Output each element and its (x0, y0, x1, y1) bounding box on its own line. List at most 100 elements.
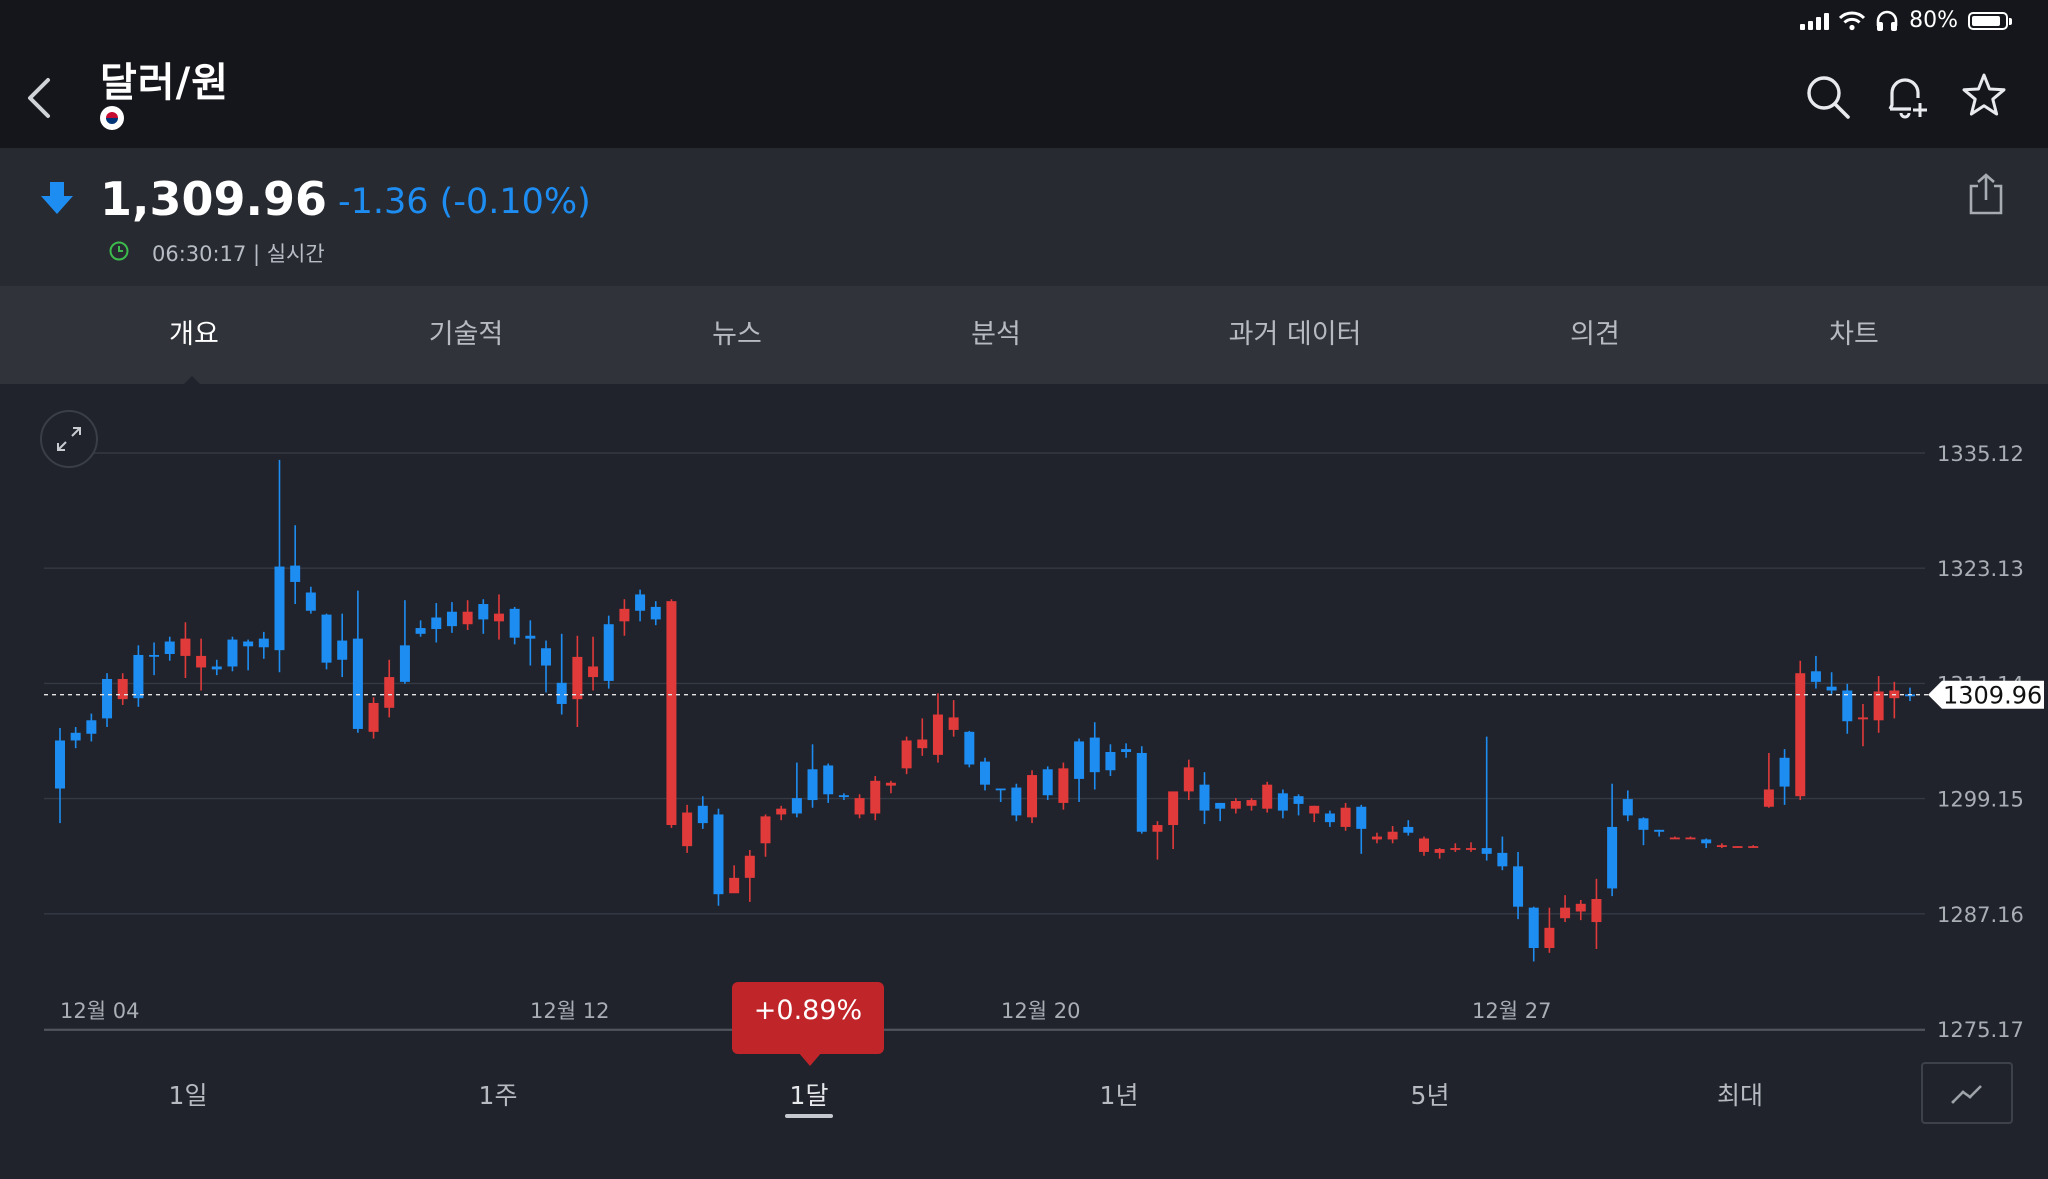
candle-body (980, 761, 990, 785)
chart-type-toggle[interactable] (1921, 1062, 2013, 1124)
candle-body (1183, 767, 1194, 792)
candle-body (1873, 691, 1884, 721)
candle-body (1842, 690, 1853, 722)
candle-body (807, 769, 818, 801)
period-1m[interactable]: 1달 (789, 1081, 829, 1110)
candle-body (1418, 838, 1429, 852)
candle-body (1826, 686, 1837, 691)
header-actions (1804, 70, 2008, 122)
tab-news[interactable]: 뉴스 (712, 319, 762, 350)
candle-body (211, 666, 222, 670)
candle-body (948, 717, 959, 730)
candle-body (1497, 852, 1508, 867)
x-tick-label: 12월 20 (1001, 999, 1080, 1023)
candle-body (932, 714, 943, 755)
candle-body (149, 654, 160, 657)
expand-chart-button[interactable] (40, 410, 98, 468)
candle-body (1277, 793, 1288, 811)
candle-body (603, 624, 614, 681)
back-arrow-icon[interactable] (20, 74, 60, 122)
candle-body (838, 795, 849, 798)
candle-body (337, 640, 348, 660)
candle-body (1857, 717, 1868, 720)
candle-body (243, 641, 254, 647)
candle-body (964, 731, 975, 765)
candle-body (55, 740, 65, 789)
candle-body (1450, 848, 1461, 850)
candle-body (1309, 805, 1320, 814)
add-alert-bell-icon[interactable] (1882, 70, 1930, 122)
candle-body (1293, 796, 1304, 804)
period-1w[interactable]: 1주 (478, 1081, 518, 1110)
candle-body (1716, 845, 1727, 847)
x-tick-label: 12월 04 (60, 999, 139, 1023)
candle-body (1246, 800, 1257, 806)
y-tick-label: 1335.12 (1937, 442, 2024, 466)
candle-body (1513, 866, 1524, 907)
line-chart-icon (1951, 1085, 1982, 1104)
candle-body (572, 656, 583, 700)
candle-body (196, 655, 207, 668)
price-down-arrow-icon (41, 182, 73, 214)
section-tabs: 개요 기술적 뉴스 분석 과거 데이터 의견 차트 (0, 286, 2048, 384)
candle-body (1528, 907, 1539, 949)
candle-body (274, 566, 285, 651)
candle-body (1560, 907, 1571, 919)
tab-overview[interactable]: 개요 (169, 319, 219, 350)
candle-body (729, 877, 740, 894)
battery-percent: 80% (1909, 8, 1958, 33)
last-price: 1,309.96 (100, 172, 327, 226)
tab-analysis[interactable]: 분석 (971, 319, 1021, 350)
korea-flag-icon (100, 106, 124, 130)
candle-body (1685, 837, 1696, 840)
candle-body (478, 604, 489, 620)
candle-body (1466, 848, 1477, 850)
candle-body (854, 798, 865, 815)
candle-body (1795, 673, 1806, 797)
tab-technical[interactable]: 기술적 (428, 319, 504, 350)
period-1d[interactable]: 1일 (168, 1081, 208, 1110)
candle-body (1575, 903, 1586, 912)
candle-body (917, 739, 928, 749)
period-1y[interactable]: 1년 (1099, 1081, 1139, 1110)
status-bar: 80% (0, 0, 2048, 40)
battery-icon (1968, 11, 2012, 30)
candle-body (901, 740, 912, 769)
candle-body (1622, 799, 1633, 816)
candle-body (619, 608, 630, 622)
candle-body (650, 606, 661, 620)
page-title: 달러/원 (100, 60, 230, 106)
active-period-indicator (785, 1114, 833, 1118)
period-5y[interactable]: 5년 (1410, 1081, 1450, 1110)
quote-panel (0, 148, 2048, 286)
candle-body (462, 611, 473, 625)
status-icons: 80% (1800, 8, 2012, 33)
candle-body (70, 732, 81, 741)
candle-body (1654, 829, 1665, 832)
active-tab-indicator (184, 376, 200, 384)
candle-body (1136, 752, 1147, 832)
candlestick-chart[interactable]: 1335.121323.131311.141299.151287.161275.… (0, 384, 2048, 1064)
current-price-tag (1928, 680, 2044, 709)
period-max[interactable]: 최대 (1716, 1081, 1764, 1110)
app-header (0, 40, 2048, 148)
candle-body (227, 639, 238, 667)
tab-historical-data[interactable]: 과거 데이터 (1228, 319, 1362, 350)
search-icon[interactable] (1804, 70, 1852, 122)
favorite-star-icon[interactable] (1960, 70, 2008, 122)
candle-body (117, 678, 128, 700)
candle-body (493, 613, 504, 622)
candle-body (760, 816, 771, 844)
candle-body (1434, 849, 1445, 853)
share-icon[interactable] (1966, 172, 2006, 216)
candle-body (1607, 826, 1618, 889)
candle-body (1403, 826, 1414, 833)
tab-opinion[interactable]: 의견 (1570, 319, 1620, 350)
candle-body (1027, 775, 1038, 818)
realtime-clock-icon (109, 241, 129, 261)
tab-chart[interactable]: 차트 (1829, 319, 1879, 350)
candle-body (384, 677, 395, 708)
candle-body (1074, 741, 1085, 779)
candle-body (1105, 752, 1116, 771)
candle-body (290, 565, 301, 582)
